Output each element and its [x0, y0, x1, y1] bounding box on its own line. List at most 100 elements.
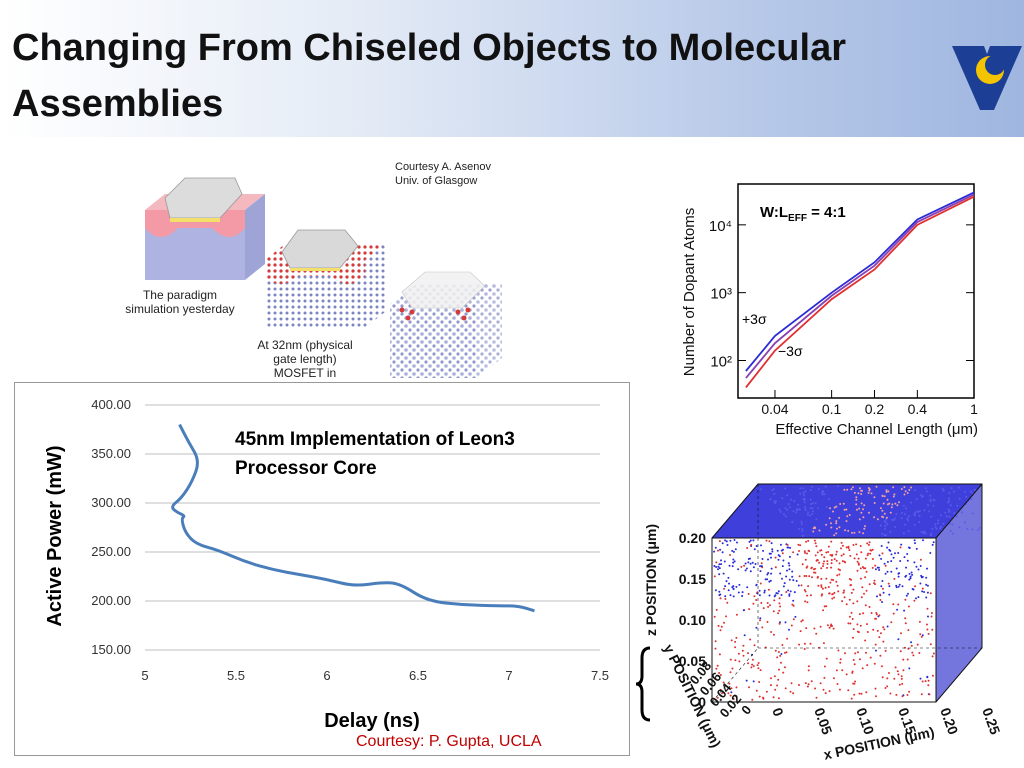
dopant-dot [812, 568, 815, 571]
dopant-dot [853, 531, 856, 534]
dopant-dot [829, 554, 832, 556]
dopant-dot [893, 517, 896, 520]
dopant-dot [730, 691, 733, 694]
dopant-dot [750, 543, 753, 546]
dopant-dot [778, 597, 781, 600]
dopant-dot [927, 504, 930, 507]
dopant-dot [860, 692, 863, 695]
dopant-dot [920, 693, 923, 696]
dopant-dot [838, 688, 841, 691]
dopant-dot [855, 498, 858, 501]
dopant-dot [799, 492, 802, 495]
dopant-dot [944, 511, 947, 514]
dopant-dot [825, 506, 828, 508]
dopant-dot [805, 627, 808, 630]
dopant-dot [898, 683, 901, 686]
dopant-dot [908, 489, 911, 491]
dopant-dot [860, 511, 863, 514]
dopant-dot [749, 570, 752, 573]
dopant-dot [862, 516, 865, 519]
dopant-dot [862, 508, 864, 511]
dopant-dot [932, 541, 935, 544]
dopant-dot [850, 697, 853, 700]
dopant-dot [881, 509, 884, 512]
dopant-dot [859, 624, 862, 627]
dopant-dot [849, 622, 852, 625]
dopant-dot [777, 612, 780, 615]
dopant-dot [837, 485, 840, 487]
dopant-series-line [745, 193, 975, 379]
dopant-dot [905, 574, 908, 577]
dopant-dot [811, 507, 814, 510]
dopant-dot [718, 540, 721, 543]
z-ticks: 0 0.05 0.10 0.15 0.20 [679, 530, 706, 710]
dopant-dot [893, 577, 896, 580]
dopant-dot [864, 557, 867, 560]
dopant-dot [784, 621, 787, 624]
dopant-dot [744, 569, 747, 572]
dopant-dot [736, 541, 738, 544]
dopant-dot [883, 562, 886, 565]
dopant-dot [767, 605, 770, 608]
dopant-dot [735, 636, 738, 639]
dopant-dot [839, 569, 841, 572]
dopant-dot [839, 661, 842, 664]
dopant-dot [928, 693, 931, 696]
dopant-dot [801, 619, 804, 622]
dopant-dot [863, 504, 866, 507]
x-ticks: 0 0.05 0.10 0.15 0.20 0.25 [769, 706, 1003, 737]
dopant-dot [868, 541, 871, 544]
dopant-dot [723, 560, 726, 563]
dopant-dot [798, 575, 801, 578]
dopant-dot [864, 576, 867, 579]
dopant-dot [774, 556, 777, 559]
dopant-dot [852, 659, 855, 661]
dopant-dot [879, 654, 882, 657]
dopant-dot [875, 485, 878, 488]
dopant-dot [746, 586, 749, 589]
dopant-dot [904, 490, 907, 493]
dopant-dot [820, 577, 823, 580]
dopant-dot [864, 525, 866, 528]
dopant-dot [796, 553, 799, 556]
dopant-dot [902, 532, 905, 535]
dopant-x-ticks: 0.04 0.1 0.2 0.4 1 [761, 390, 978, 417]
power-y-tick-label: 250.00 [91, 544, 131, 559]
dopant-dot [742, 654, 745, 657]
dopant-dot [771, 548, 774, 551]
dopant-dot [838, 526, 841, 529]
dopant-dot [821, 491, 824, 493]
dopant-dot [804, 508, 807, 511]
dopant-dot [826, 624, 829, 627]
dopant-dot [833, 596, 836, 599]
dopant-dot [803, 501, 806, 504]
dopant-dot [929, 643, 932, 646]
dopant-dot [730, 687, 733, 690]
z-axis-label: z POSITION (μm) [643, 524, 659, 636]
dopant-dot [770, 631, 773, 633]
dopant-dot [722, 681, 725, 684]
dopant-dot [768, 580, 771, 583]
dopant-dot [890, 570, 893, 573]
dopant-dot [806, 513, 809, 516]
dopant-dot [929, 592, 932, 595]
dopant-series-line [745, 191, 975, 372]
dopant-dot [718, 573, 721, 576]
dopant-dot [791, 520, 794, 523]
dopant-dot [747, 593, 750, 595]
dopant-dot [772, 488, 775, 491]
dopant-dot [797, 503, 800, 506]
dopant-dot [879, 593, 881, 596]
dopant-dot [719, 597, 722, 600]
dopant-dot [800, 522, 803, 525]
dopant-dot [856, 651, 859, 654]
dopant-dot [720, 563, 723, 566]
dopant-dot [839, 503, 842, 505]
dopant-dot [865, 570, 868, 573]
dopant-dot [737, 591, 740, 594]
dopant-dot [871, 558, 874, 560]
dopant-dot [788, 564, 791, 567]
dopant-dot [925, 576, 928, 579]
dopant-dot [881, 676, 884, 679]
dopant-dot [887, 582, 890, 585]
